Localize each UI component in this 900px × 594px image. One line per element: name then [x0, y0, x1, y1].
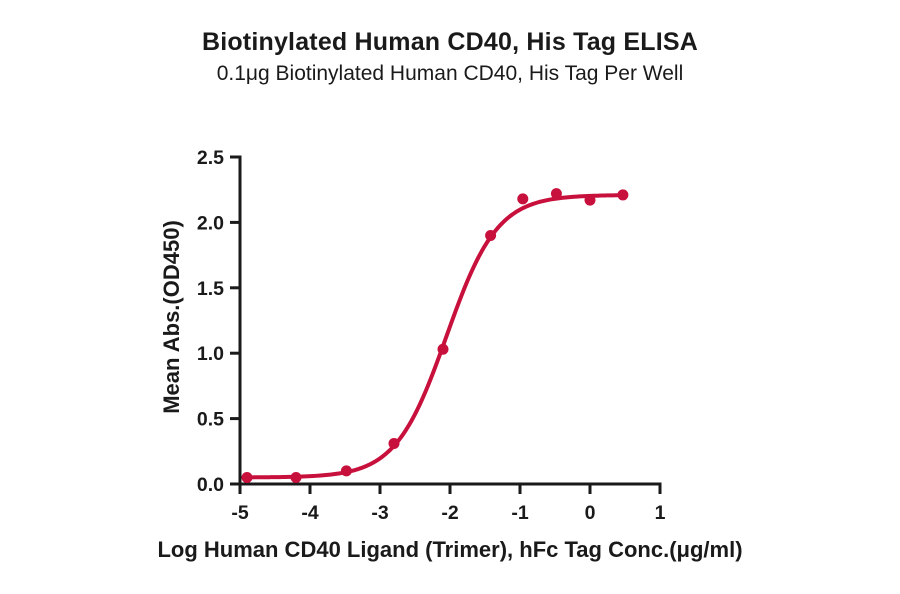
data-point — [340, 465, 352, 477]
x-axis-label: Log Human CD40 Ligand (Trimer), hFc Tag … — [157, 537, 743, 562]
y-tick-label: 1.5 — [197, 278, 224, 300]
data-point — [550, 188, 562, 200]
chart-subtitle: 0.1μg Biotinylated Human CD40, His Tag P… — [216, 62, 684, 85]
data-point — [517, 193, 529, 205]
x-tick-label: 0 — [585, 502, 596, 524]
y-tick-label: 2.0 — [197, 212, 224, 234]
y-tick-label: 0.5 — [197, 409, 224, 431]
data-point — [485, 229, 497, 241]
x-tick-label: -2 — [441, 502, 458, 524]
x-tick-label: -3 — [371, 502, 388, 524]
data-point — [437, 343, 449, 355]
x-tick-label: -1 — [511, 502, 528, 524]
y-tick-label: 1.0 — [197, 343, 224, 365]
data-point — [584, 194, 596, 206]
y-tick-label: 2.5 — [197, 147, 224, 169]
x-tick-label: 1 — [655, 502, 666, 524]
y-axis-label: Mean Abs.(OD450) — [159, 220, 184, 414]
x-tick-label: -4 — [301, 502, 318, 524]
y-tick-label: 0.0 — [197, 474, 224, 496]
data-point — [388, 437, 400, 449]
chart-title: Biotinylated Human CD40, His Tag ELISA — [201, 28, 699, 56]
x-tick-label: -5 — [231, 502, 248, 524]
fit-curve — [241, 193, 627, 480]
data-point — [241, 471, 253, 483]
data-point — [290, 471, 302, 483]
data-point — [617, 189, 629, 201]
